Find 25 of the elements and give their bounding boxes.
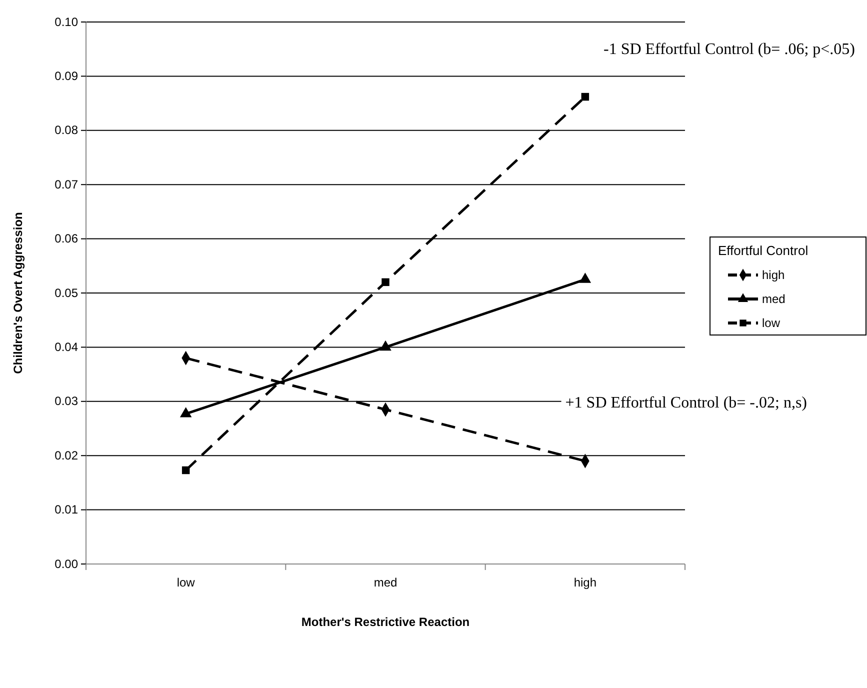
- y-tick-label: 0.01: [54, 502, 78, 517]
- y-tick-label: 0.08: [54, 123, 78, 138]
- y-tick-label: 0.00: [54, 556, 78, 571]
- y-axis-title: Children's Overt Aggression: [11, 212, 25, 374]
- x-tick-label: med: [374, 576, 398, 590]
- legend-label: high: [762, 268, 785, 282]
- y-tick-label: 0.06: [54, 232, 78, 246]
- x-axis-title: Mother's Restrictive Reaction: [301, 615, 470, 629]
- legend-label: low: [762, 316, 780, 330]
- annotation: +1 SD Effortful Control (b= -.02; n,s): [565, 394, 807, 412]
- annotation: -1 SD Effortful Control (b= .06; p<.05): [603, 41, 855, 58]
- x-tick-label: high: [574, 576, 597, 590]
- y-tick-label: 0.05: [54, 286, 78, 300]
- y-tick-label: 0.02: [54, 448, 78, 462]
- y-tick-label: 0.03: [54, 394, 78, 408]
- legend-label: med: [762, 292, 786, 306]
- y-tick-label: 0.07: [54, 177, 78, 192]
- legend-title: Effortful Control: [718, 243, 808, 258]
- point: [581, 92, 590, 101]
- point: [382, 278, 390, 286]
- point: [182, 466, 190, 474]
- y-tick-label: 0.09: [54, 69, 78, 84]
- x-tick-label: low: [176, 576, 196, 590]
- y-tick-label: 0.04: [54, 340, 78, 354]
- y-tick-label: 0.10: [54, 14, 78, 29]
